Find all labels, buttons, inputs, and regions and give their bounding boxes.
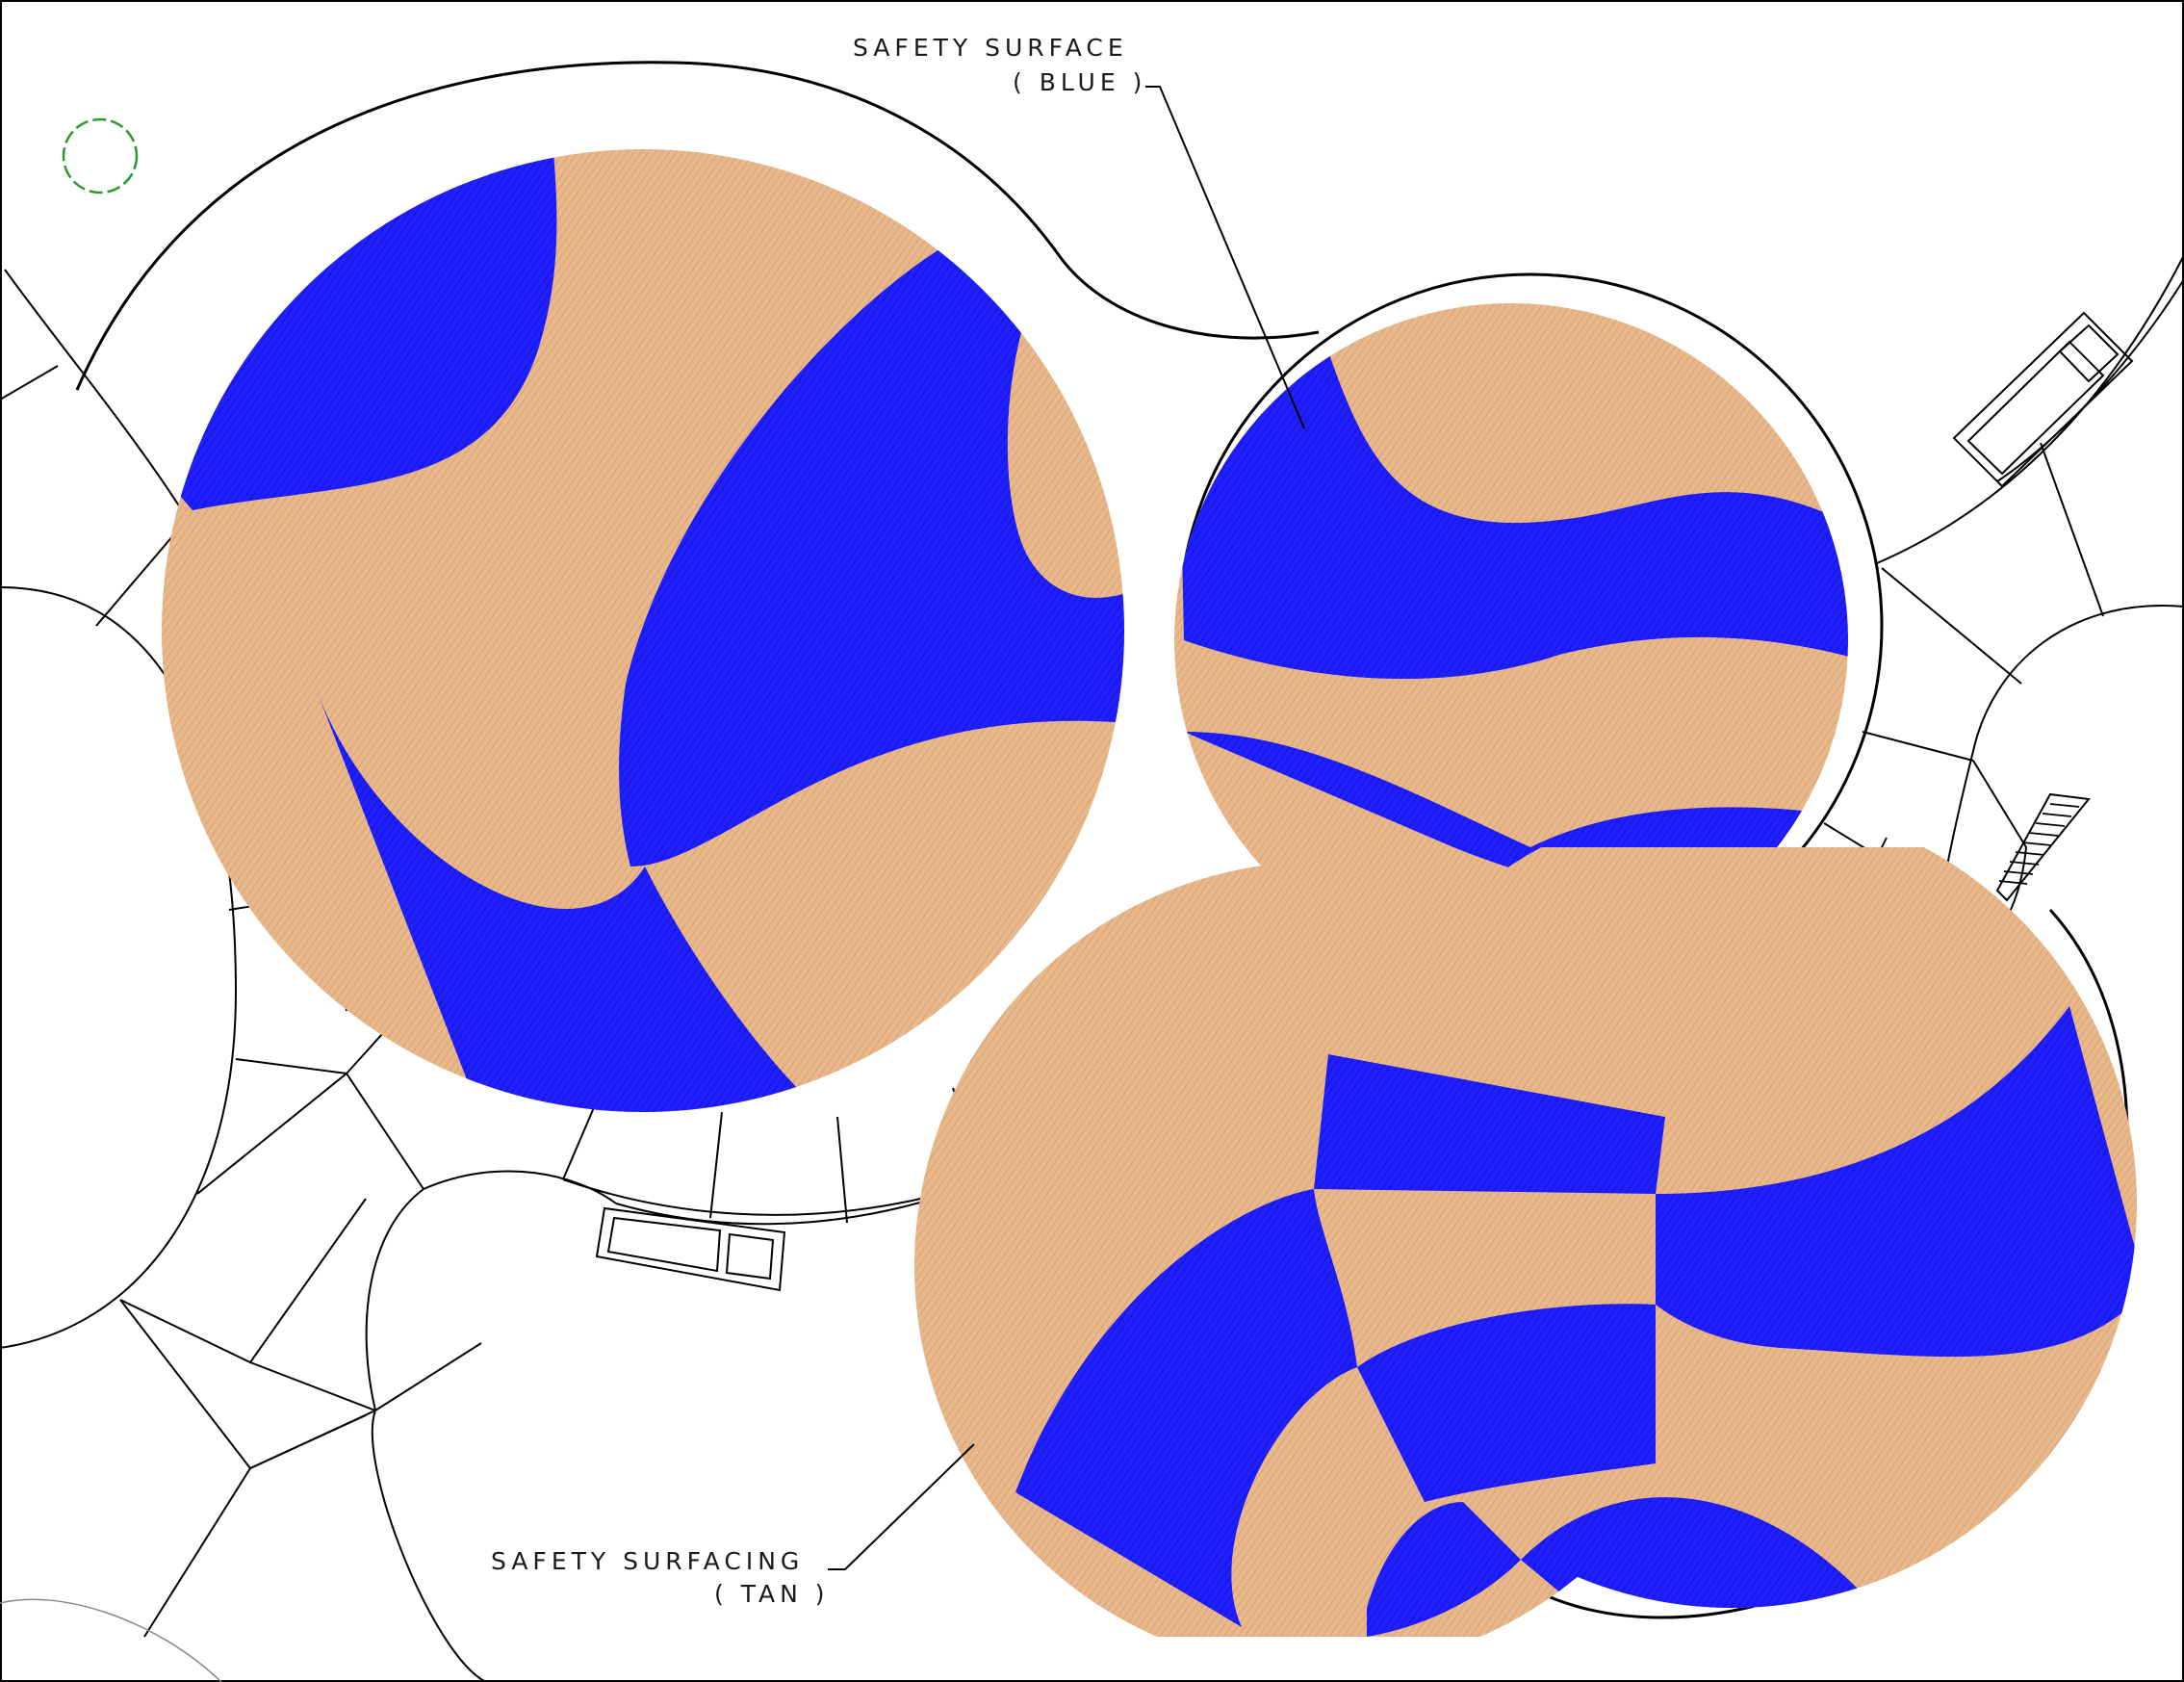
callout-blue-title: SAFETY SURFACE	[853, 34, 1128, 62]
callout-blue-subtitle: ( BLUE )	[1013, 68, 1146, 96]
callout-tan-subtitle: ( TAN )	[714, 1580, 830, 1608]
callout-tan-title: SAFETY SURFACING	[491, 1547, 804, 1575]
